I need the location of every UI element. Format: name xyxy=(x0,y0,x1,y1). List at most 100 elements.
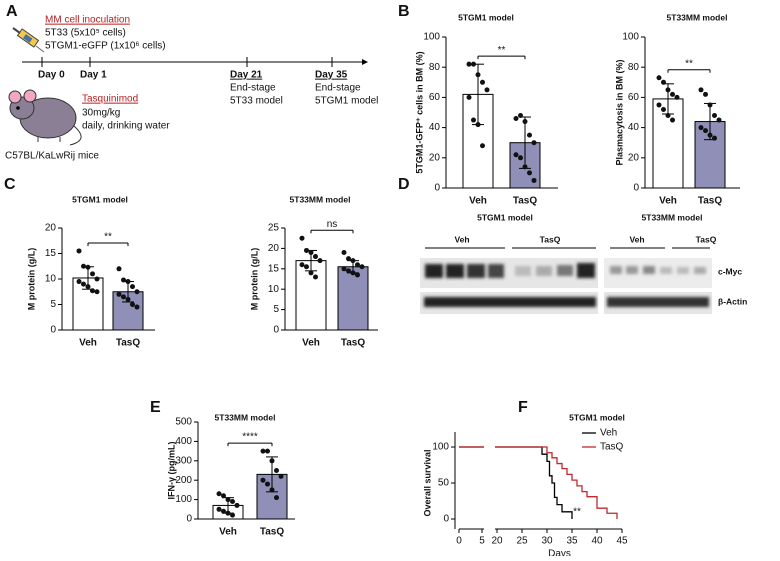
data-point xyxy=(471,117,476,123)
data-point xyxy=(90,288,95,294)
syringe xyxy=(12,27,45,53)
data-point xyxy=(475,122,481,128)
blot-image xyxy=(420,258,712,314)
data-point xyxy=(698,125,704,131)
schematic-text: 5T33 (5x10⁵ cells) xyxy=(45,28,126,39)
data-point xyxy=(355,262,360,268)
data-point xyxy=(707,102,713,108)
schematic-text: C57BL/KaLwRij mice xyxy=(5,151,99,162)
y-tick-label: 20 xyxy=(268,243,280,254)
data-point xyxy=(712,135,717,141)
y-axis-label: M protein (g/L) xyxy=(249,248,259,311)
y-axis-label: Plasmacytosis in BM (%) xyxy=(614,59,624,165)
data-point xyxy=(94,289,100,295)
data-point xyxy=(308,270,314,276)
significance: ** xyxy=(498,45,506,56)
data-point xyxy=(466,94,472,100)
timeline-label: 5T33 model xyxy=(230,96,283,107)
panel-label: B xyxy=(398,3,410,20)
y-tick-label: 400 xyxy=(175,436,192,447)
chart-title: 5TGM1 model xyxy=(72,194,128,204)
y-axis-label: M protein (g/L) xyxy=(26,248,36,311)
x-tick-label: TasQ xyxy=(341,338,365,349)
data-point xyxy=(703,91,708,97)
y-tick-label: 10 xyxy=(45,274,57,285)
x-tick-label: TasQ xyxy=(116,338,140,349)
data-point xyxy=(308,249,314,255)
chart-title: 5T33MM model xyxy=(667,12,728,22)
schematic-text: 30mg/kg xyxy=(82,108,120,119)
timeline-label: Day 21 xyxy=(230,70,263,81)
data-point xyxy=(480,79,485,85)
data-point xyxy=(313,274,318,280)
timeline-label: End-stage xyxy=(230,83,276,94)
y-tick-label: 200 xyxy=(175,475,192,486)
data-point xyxy=(134,289,140,295)
panel-label: E xyxy=(150,399,161,416)
data-point xyxy=(121,294,126,300)
data-point xyxy=(346,268,351,274)
timeline-label: Day 0 xyxy=(38,70,65,81)
data-point xyxy=(221,508,226,514)
x-tick-label: TasQ xyxy=(698,196,722,207)
data-point xyxy=(665,113,671,119)
schematic-text: 5TGM1-eGFP (1x10⁶ cells) xyxy=(45,41,166,52)
data-point xyxy=(121,277,126,283)
data-point xyxy=(81,263,86,269)
y-tick-label: 25 xyxy=(268,223,280,234)
data-point xyxy=(81,281,86,287)
y-tick-label: 80 xyxy=(429,62,441,73)
data-point xyxy=(230,512,235,518)
y-tick-label: 5 xyxy=(50,299,56,310)
data-point xyxy=(125,296,131,302)
x-tick-label: 45 xyxy=(616,536,628,547)
data-point xyxy=(480,143,485,149)
timeline-label: End-stage xyxy=(315,83,361,94)
data-point xyxy=(313,254,318,260)
x-tick-label: Veh xyxy=(302,338,320,349)
x-tick-label: Veh xyxy=(469,196,487,207)
data-point xyxy=(317,258,323,264)
y-tick-label: 15 xyxy=(45,248,57,259)
timeline-label: 5TGM1 model xyxy=(315,96,378,107)
data-point xyxy=(134,304,140,310)
data-point xyxy=(90,271,95,277)
data-point xyxy=(234,502,240,508)
chart-title: 5TGM1 model xyxy=(458,12,514,22)
timeline-label: Day 35 xyxy=(315,70,348,81)
data-point xyxy=(716,117,722,123)
y-tick-label: 10 xyxy=(268,284,280,295)
x-tick-label: 25 xyxy=(516,536,528,547)
data-point xyxy=(670,91,675,97)
data-point xyxy=(85,284,91,290)
x-tick-label: Veh xyxy=(659,196,677,207)
data-point xyxy=(531,140,537,146)
data-point xyxy=(341,266,347,272)
data-point xyxy=(513,152,519,158)
data-point xyxy=(527,170,532,176)
data-point xyxy=(265,481,270,487)
data-point xyxy=(304,247,309,253)
blot-group: TasQ xyxy=(540,234,561,244)
data-point xyxy=(76,248,82,254)
significance: ** xyxy=(104,232,112,243)
data-point xyxy=(85,264,91,270)
chart-title: 5T33MM model xyxy=(215,412,276,422)
y-tick-label: 0 xyxy=(443,514,449,525)
data-point xyxy=(522,164,528,170)
timeline-arrow xyxy=(362,59,368,65)
bar xyxy=(337,266,369,331)
data-point xyxy=(130,302,135,307)
x-tick-label: 5 xyxy=(479,536,485,547)
data-point xyxy=(299,235,305,241)
y-tick-label: 0 xyxy=(633,183,639,194)
data-point xyxy=(221,493,226,499)
y-tick-label: 60 xyxy=(628,92,640,103)
data-point xyxy=(698,87,704,93)
y-tick-label: 500 xyxy=(175,417,192,428)
data-point xyxy=(216,506,222,512)
y-tick-label: 5 xyxy=(273,304,279,315)
data-point xyxy=(522,119,528,125)
data-point xyxy=(346,256,351,262)
